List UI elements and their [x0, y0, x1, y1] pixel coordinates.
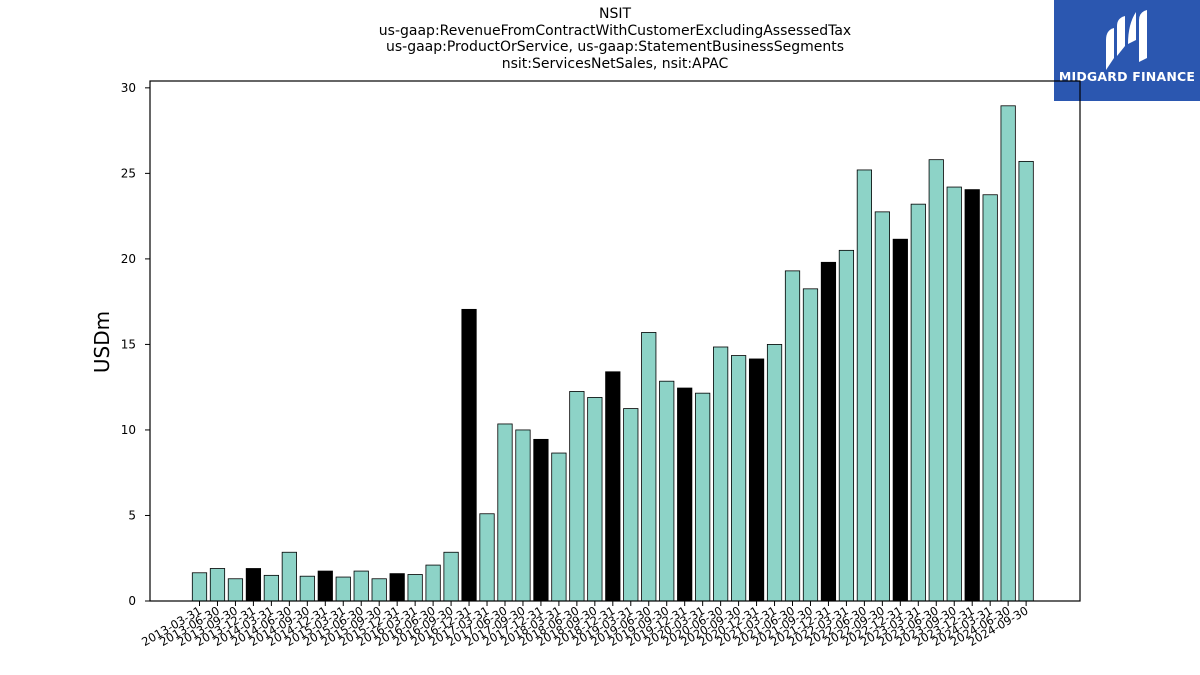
bar-2016-06-30 — [425, 564, 441, 602]
bar-2023-12-31 — [964, 189, 980, 602]
bar-2023-06-30 — [928, 159, 944, 602]
chart-title: NSIT us-gaap:RevenueFromContractWithCust… — [150, 6, 1080, 72]
bar-2017-09-30 — [515, 429, 531, 602]
bar-2015-12-31 — [389, 573, 405, 602]
midgard-finance-logo: MIDGARD FINANCE — [1054, 0, 1200, 101]
bar-2019-03-31 — [623, 408, 639, 602]
title-line-1: NSIT — [598, 6, 632, 22]
y-tick-label: 15 — [121, 337, 136, 351]
bar-2022-12-31 — [892, 238, 908, 602]
y-tick-label: 20 — [121, 252, 136, 266]
bar-2020-12-31 — [748, 358, 765, 602]
bar-2020-09-30 — [731, 355, 747, 602]
bar-2013-12-31 — [245, 568, 262, 602]
bar-2022-09-30 — [874, 211, 890, 602]
bar-2024-06-30 — [1000, 105, 1016, 602]
bar-2022-06-30 — [856, 169, 872, 602]
plot-frame — [149, 80, 1081, 602]
bar-2020-06-30 — [713, 346, 729, 602]
x-axis: 2013-03-312013-06-302013-09-302013-12-31… — [139, 601, 1031, 649]
bar-2017-03-31 — [479, 513, 495, 602]
bar-2014-12-31 — [317, 570, 333, 602]
bar-2021-09-30 — [802, 288, 819, 602]
y-tick-label: 30 — [121, 81, 136, 95]
bar-2019-06-30 — [641, 332, 657, 602]
title-line-3: us-gaap:ProductOrService, us-gaap:Statem… — [385, 39, 844, 55]
bar-2014-03-31 — [263, 574, 279, 602]
bar-2024-09-30 — [1018, 160, 1034, 602]
bar-2018-09-30 — [587, 397, 603, 602]
bar-2023-03-31 — [910, 203, 926, 602]
bar-2018-12-31 — [605, 371, 621, 602]
bar-2014-09-30 — [299, 575, 315, 602]
bar-2013-06-30 — [209, 568, 226, 602]
title-line-2: us-gaap:RevenueFromContractWithCustomerE… — [378, 22, 852, 39]
bar-2013-09-30 — [227, 578, 244, 602]
bar-2017-06-30 — [497, 423, 513, 602]
bar-2017-12-31 — [533, 438, 549, 602]
y-tick-label: 5 — [128, 508, 136, 522]
y-tick-label: 10 — [121, 423, 136, 437]
bar-2016-03-31 — [407, 574, 423, 602]
y-tick-label: 25 — [121, 166, 136, 180]
bar-2024-03-31 — [982, 194, 998, 602]
midgard-logo-icon — [1106, 10, 1147, 70]
bar-2015-06-30 — [353, 570, 369, 602]
y-tick-label: 0 — [128, 594, 136, 608]
bar-2019-12-31 — [677, 387, 693, 602]
bar-2018-06-30 — [569, 391, 585, 602]
bar-2021-03-31 — [766, 344, 783, 602]
logo-text: MIDGARD FINANCE — [1058, 69, 1196, 84]
bar-2016-09-30 — [443, 551, 459, 602]
bar-2013-03-31 — [191, 572, 208, 602]
bar-2019-09-30 — [659, 380, 675, 602]
bars-group — [191, 105, 1034, 602]
bar-2018-03-31 — [551, 452, 567, 602]
bar-2016-12-31 — [461, 308, 477, 602]
bar-2022-03-31 — [838, 249, 855, 602]
bar-2015-09-30 — [371, 578, 387, 602]
bar-2014-06-30 — [281, 551, 297, 602]
bar-2015-03-31 — [335, 576, 351, 602]
bar-2021-12-31 — [820, 261, 837, 602]
y-axis: 0 5 10 15 20 25 30 — [121, 81, 150, 608]
bar-2021-06-30 — [784, 270, 801, 602]
bar-2023-09-30 — [946, 186, 962, 602]
bar-2020-03-31 — [695, 392, 711, 602]
title-line-4: nsit:ServicesNetSales, nsit:APAC — [501, 55, 729, 72]
y-axis-label: USDm — [90, 310, 114, 374]
